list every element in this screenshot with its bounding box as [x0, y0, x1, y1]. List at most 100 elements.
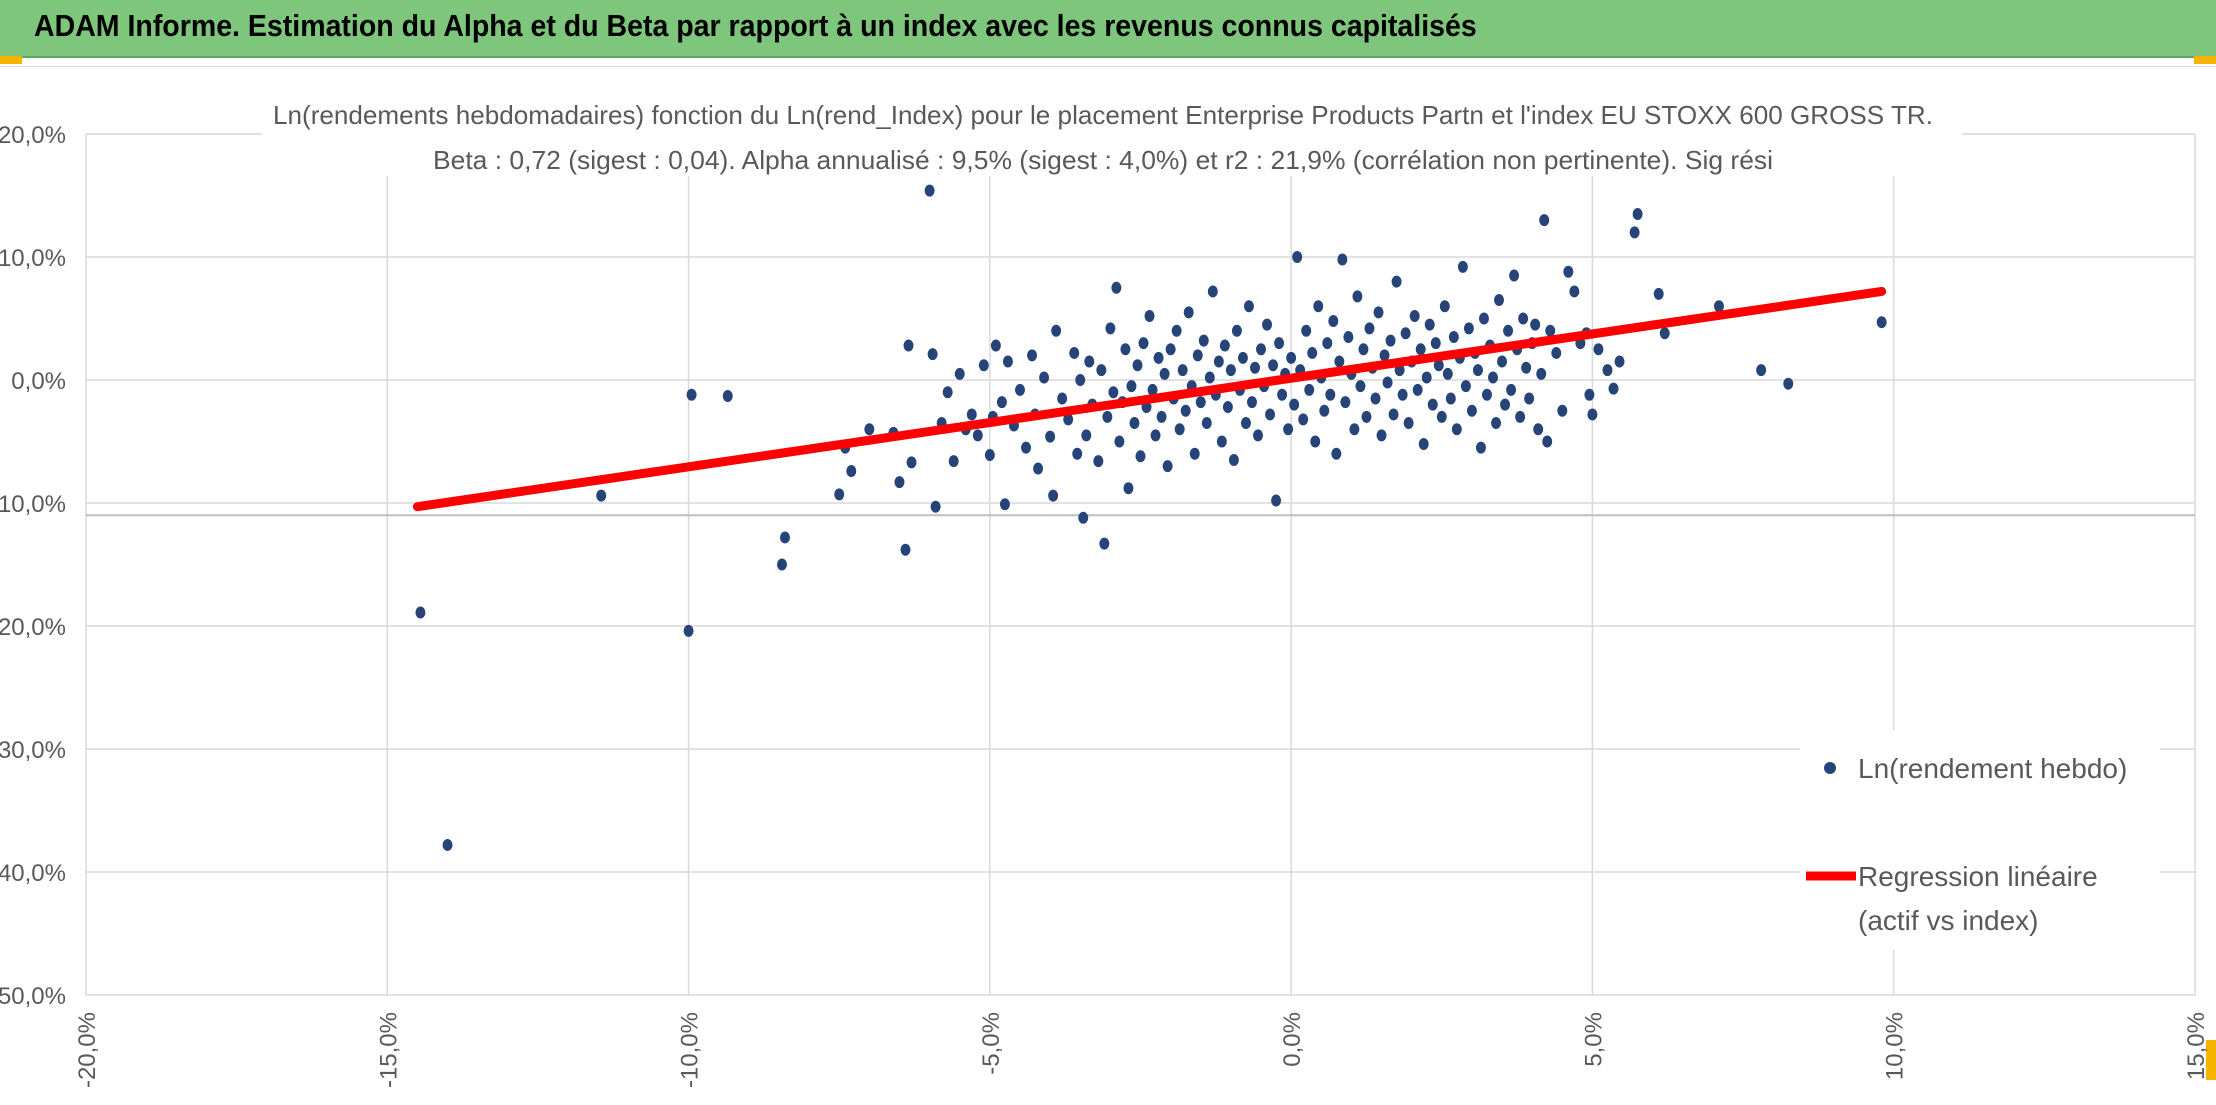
scatter-point	[1602, 364, 1613, 377]
scatter-point	[1216, 435, 1227, 448]
scatter-point	[1653, 287, 1664, 300]
scatter-point	[1515, 410, 1526, 423]
report-banner: ADAM Informe. Estimation du Alpha et du …	[0, 0, 2216, 58]
scatter-point	[1403, 417, 1414, 430]
scatter-point	[1364, 322, 1375, 335]
scatter-point	[900, 543, 911, 556]
scatter-point	[1048, 489, 1059, 502]
x-tick-label: 10,0%	[1882, 1012, 1909, 1080]
scatter-point	[1876, 316, 1887, 329]
scatter-point	[990, 339, 1001, 352]
scatter-point	[1433, 359, 1444, 372]
scatter-point	[1418, 437, 1429, 450]
scatter-point	[1587, 408, 1598, 421]
x-axis-tick-labels: -20,0% -15,0% -10,0% -5,0% 0,0% 5,0% 10,0% 15,0…	[74, 1012, 2210, 1088]
chart-title: Ln(rendements hebdomadaires) fonction du…	[273, 100, 1933, 130]
scatter-point	[1472, 364, 1483, 377]
scatter-point	[1201, 417, 1212, 430]
scatter-point	[1283, 423, 1294, 436]
scatter-point	[1120, 343, 1131, 356]
scatter-point	[1584, 388, 1595, 401]
x-tick-label: 15,0%	[2183, 1012, 2210, 1080]
scatter-point	[1506, 383, 1517, 396]
scatter-point	[1189, 447, 1200, 460]
scatter-point	[1081, 429, 1092, 442]
scatter-point	[903, 339, 914, 352]
scatter-point	[1497, 355, 1508, 368]
scatter-point	[1002, 355, 1013, 368]
scatter-point	[1027, 349, 1038, 362]
scatter-point	[1237, 351, 1248, 364]
scatter-point	[1614, 355, 1625, 368]
scatter-point	[1183, 306, 1194, 319]
x-tick-label: -5,0%	[978, 1012, 1005, 1075]
scatter-point	[1500, 398, 1511, 411]
scatter-point	[1445, 392, 1456, 405]
scatter-point	[686, 388, 697, 401]
scatter-point	[984, 449, 995, 462]
bottom-right-corner-marker	[2206, 1040, 2216, 1080]
scatter-point	[1225, 364, 1236, 377]
scatter-point	[924, 184, 935, 197]
chart-title-background	[262, 96, 1962, 176]
scatter-point	[1072, 447, 1083, 460]
scatter-point	[1165, 343, 1176, 356]
scatter-point	[1427, 398, 1438, 411]
scatter-point	[1319, 404, 1330, 417]
scatter-point	[1150, 429, 1161, 442]
scatter-point	[1138, 337, 1149, 350]
scatter-point	[972, 429, 983, 442]
scatter-point	[1370, 392, 1381, 405]
scatter-point	[1105, 322, 1116, 335]
scatter-point	[930, 500, 941, 513]
scatter-point	[1268, 359, 1279, 372]
chart-frame	[0, 66, 2216, 1105]
scatter-point	[1608, 382, 1619, 395]
scatter-point	[1231, 324, 1242, 337]
scatter-points	[415, 184, 1887, 851]
scatter-point	[1147, 383, 1158, 396]
scatter-point	[1412, 383, 1423, 396]
scatter-point	[415, 606, 426, 619]
scatter-point	[996, 396, 1007, 409]
x-tick-label: 5,0%	[1580, 1012, 1607, 1067]
scatter-point	[1379, 349, 1390, 362]
scatter-point	[1051, 324, 1062, 337]
scatter-point	[1551, 346, 1562, 359]
scatter-point	[1292, 251, 1303, 263]
scatter-point	[1093, 455, 1104, 468]
top-left-corner-marker	[0, 56, 22, 64]
scatter-point	[1057, 392, 1068, 405]
scatter-point	[1442, 367, 1453, 380]
legend-background	[1800, 730, 2160, 950]
scatter-point	[942, 386, 953, 399]
scatter-point	[1557, 404, 1568, 417]
scatter-point	[1322, 337, 1333, 350]
scatter-point	[1162, 460, 1173, 473]
scatter-point	[1409, 310, 1420, 323]
scatter-point	[1659, 327, 1670, 340]
scatter-point	[846, 465, 857, 478]
scatter-point	[1509, 269, 1520, 282]
scatter-point	[1096, 364, 1107, 377]
x-tick-label: -10,0%	[677, 1012, 704, 1088]
x-tick-label: 0,0%	[1279, 1012, 1306, 1067]
scatter-point	[1213, 355, 1224, 368]
scatter-point	[906, 456, 917, 469]
scatter-point	[1521, 361, 1532, 374]
x-tick-label: -15,0%	[375, 1012, 402, 1088]
scatter-point	[1421, 371, 1432, 384]
scatter-point	[1400, 327, 1411, 340]
scatter-point	[442, 838, 453, 851]
y-tick-label: 0,0%	[11, 368, 66, 395]
scatter-point	[1033, 462, 1044, 475]
scatter-point	[1524, 392, 1535, 405]
x-tick-label: -20,0%	[74, 1012, 101, 1088]
scatter-point	[978, 359, 989, 372]
scatter-point	[1132, 359, 1143, 372]
legend-marker-scatter	[1824, 762, 1836, 774]
scatter-point	[1075, 374, 1086, 386]
legend-label-regression-line2: (actif vs index)	[1858, 905, 2039, 936]
scatter-point	[1475, 441, 1486, 454]
scatter-point	[1373, 306, 1384, 319]
